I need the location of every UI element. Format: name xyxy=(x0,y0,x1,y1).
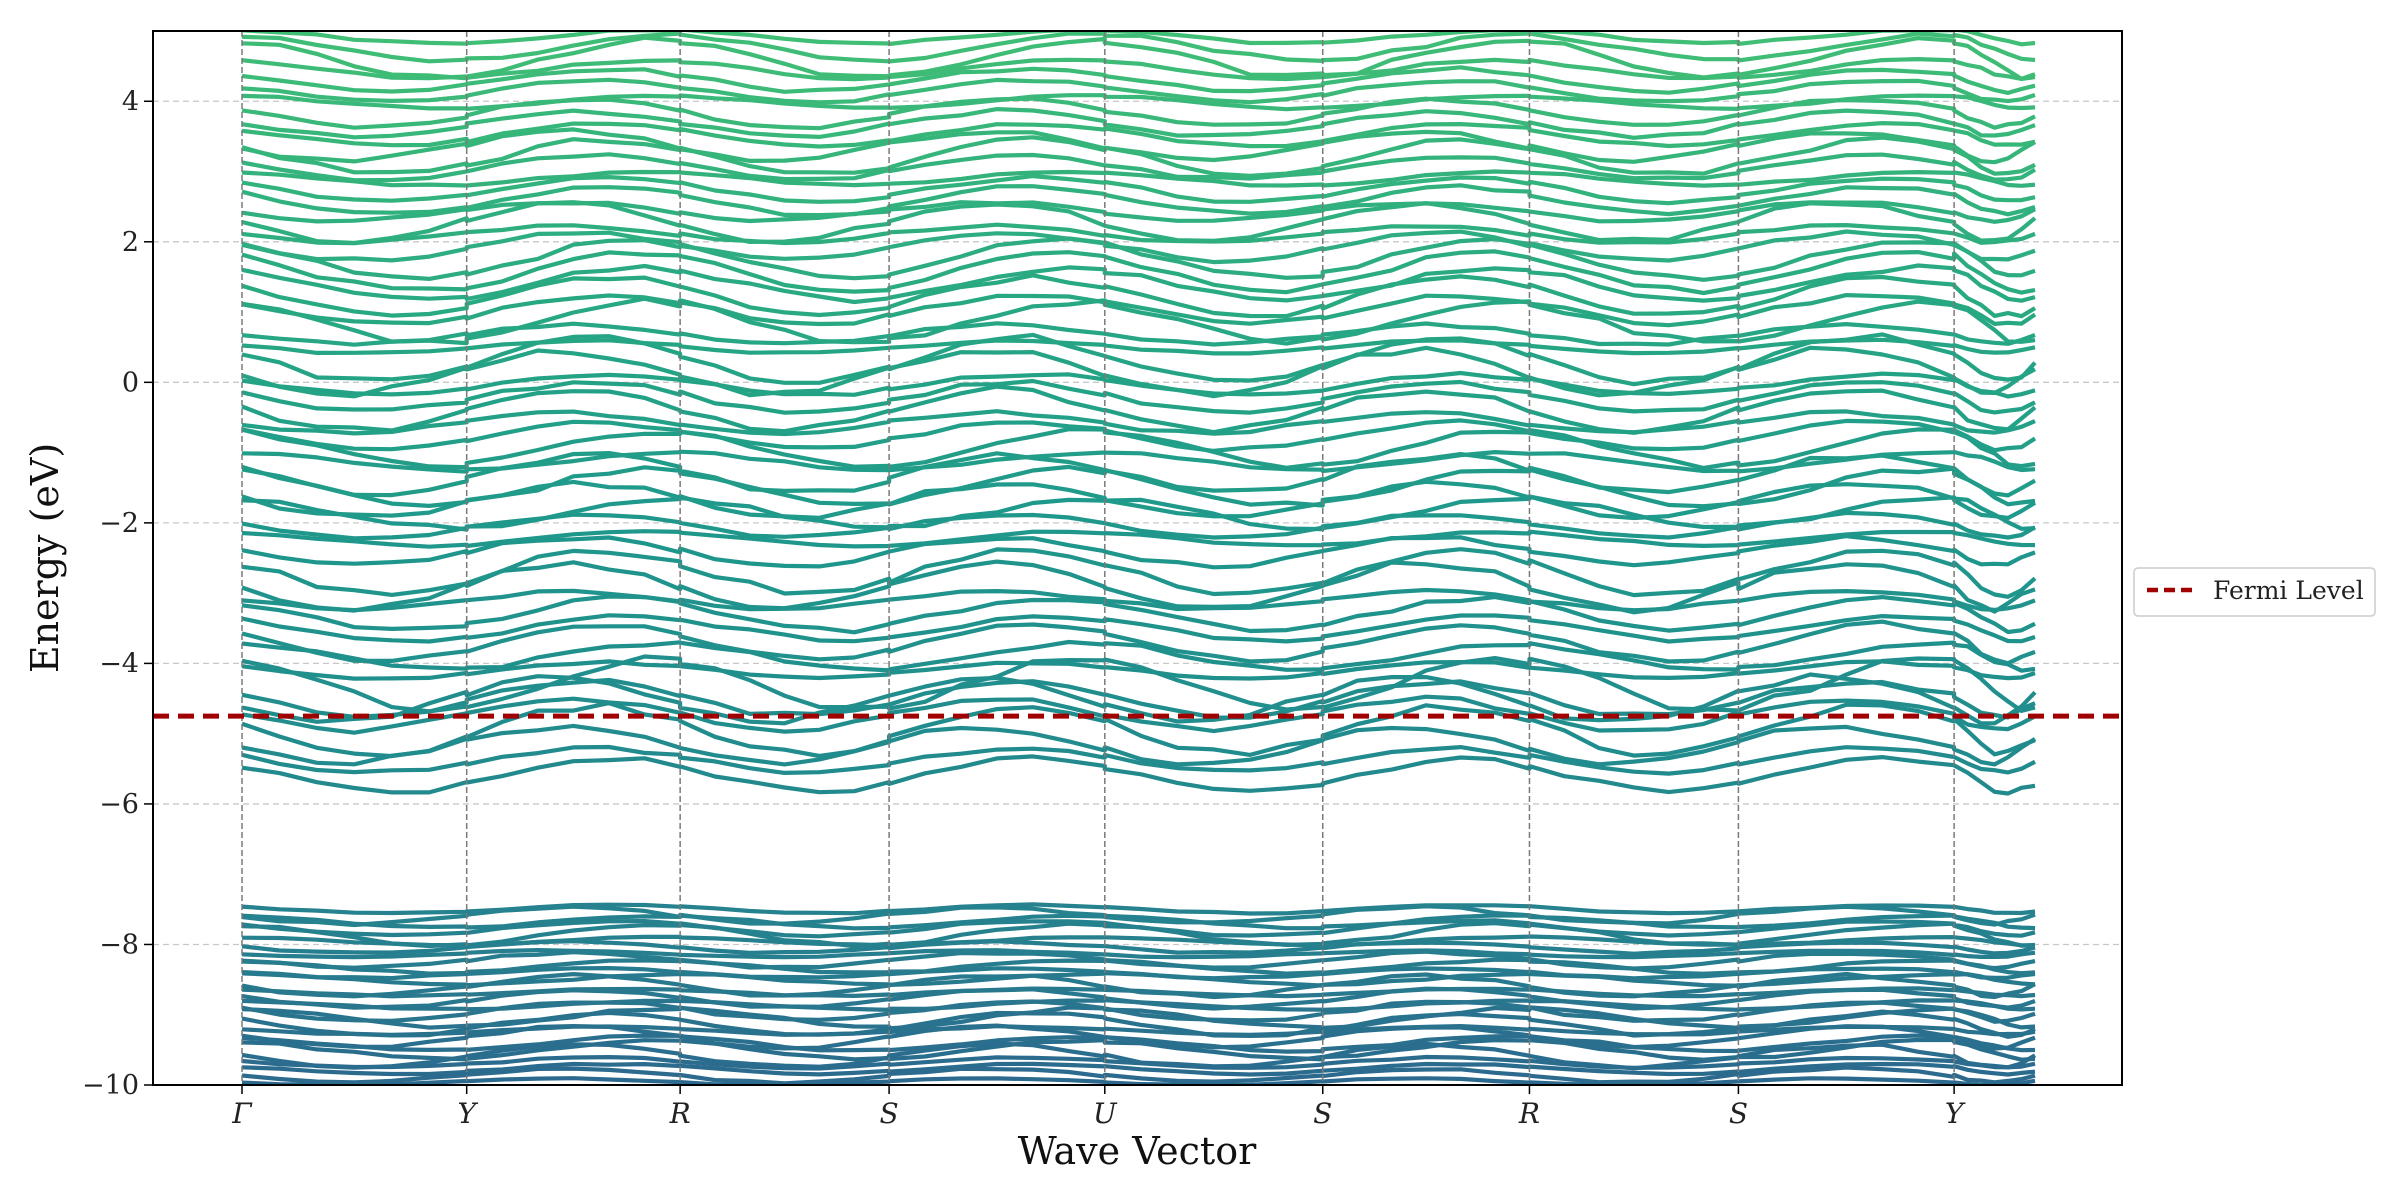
band-line xyxy=(241,106,2036,140)
band-line xyxy=(241,1037,2036,1062)
y-axis-title: Energy (eV) xyxy=(23,443,67,673)
band-line xyxy=(241,152,2037,183)
band-line xyxy=(241,613,2036,644)
band-line xyxy=(241,345,2036,399)
y-tick-label: 0 xyxy=(122,367,139,398)
band-line xyxy=(241,934,2036,948)
band-line xyxy=(241,418,2037,453)
band-line xyxy=(241,229,2036,265)
band-line xyxy=(241,464,2036,509)
y-tick-label: −8 xyxy=(99,929,139,960)
band-line xyxy=(241,65,2036,96)
x-tick-label: R xyxy=(1518,1097,1540,1130)
band-line xyxy=(241,1061,2036,1077)
y-tick-label: −4 xyxy=(99,648,139,679)
band-line xyxy=(241,451,2037,498)
y-tick-label: −10 xyxy=(82,1070,139,1101)
x-tick-label: S xyxy=(1313,1097,1332,1130)
band-line xyxy=(241,77,2036,105)
band-line xyxy=(241,337,2036,356)
band-line xyxy=(241,321,2036,347)
band-line xyxy=(241,479,2037,521)
band-line xyxy=(241,296,2036,346)
bands xyxy=(241,31,2037,1085)
band-line xyxy=(241,587,2036,613)
band-line xyxy=(241,169,2036,188)
band-line xyxy=(241,918,2036,939)
plot-frame xyxy=(152,30,2123,1086)
legend-label-fermi: Fermi Level xyxy=(2213,576,2364,605)
band-line xyxy=(241,754,2036,796)
band-line xyxy=(241,200,2037,246)
x-tick-label: R xyxy=(669,1097,691,1130)
band-line xyxy=(241,965,2036,981)
band-line xyxy=(241,921,2035,949)
band-line xyxy=(241,370,2036,399)
band-line xyxy=(241,31,2036,47)
band-line xyxy=(241,273,2037,319)
band-line xyxy=(241,200,2036,224)
kpoint-lines xyxy=(241,31,1955,1085)
x-axis-title: Wave Vector xyxy=(1018,1129,1257,1173)
band-line xyxy=(241,174,2036,206)
band-line xyxy=(241,120,2036,149)
band-line xyxy=(241,56,2036,82)
band-line xyxy=(241,533,2036,570)
band-line xyxy=(241,744,2036,776)
y-axis-ticks: −10 −8 −6 −4 −2 0 2 4 xyxy=(82,86,153,1101)
band-line xyxy=(241,559,2036,615)
x-tick-label: S xyxy=(880,1097,899,1130)
band-line xyxy=(241,378,2036,415)
band-line xyxy=(241,263,2036,305)
y-tick-label: 4 xyxy=(122,86,139,117)
legend: Fermi Level xyxy=(2133,567,2376,617)
band-line xyxy=(241,529,2036,549)
band-line xyxy=(241,654,2036,714)
legend-frame xyxy=(2133,567,2376,617)
band-line xyxy=(241,619,2036,666)
band-line xyxy=(241,293,2037,328)
band-line xyxy=(241,547,2037,599)
x-tick-label: Y xyxy=(457,1097,478,1130)
x-tick-label: S xyxy=(1729,1097,1748,1130)
y-tick-label: 2 xyxy=(122,227,139,258)
band-line xyxy=(241,183,2036,218)
band-line xyxy=(241,639,2036,673)
band-line xyxy=(241,449,2036,474)
band-line xyxy=(241,384,2037,435)
x-tick-label: Y xyxy=(1945,1097,1966,1130)
band-line xyxy=(241,35,2036,82)
band-line xyxy=(241,594,2036,635)
band-line xyxy=(241,997,2036,1013)
band-line xyxy=(241,127,2037,165)
y-tick-label: −6 xyxy=(99,789,139,820)
band-line xyxy=(241,494,2036,532)
band-line xyxy=(241,723,2037,767)
band-line xyxy=(241,93,2036,112)
x-tick-label: Γ xyxy=(231,1097,253,1130)
band-line xyxy=(241,135,2036,178)
band-line xyxy=(241,236,2036,282)
band-line xyxy=(241,31,2036,64)
band-line xyxy=(241,249,2036,296)
y-tick-label: −2 xyxy=(99,508,139,539)
band-line xyxy=(241,1065,2036,1085)
band-line xyxy=(241,659,2036,681)
band-line xyxy=(241,902,2036,916)
band-line xyxy=(241,986,2036,999)
band-line xyxy=(241,1076,2036,1085)
x-tick-label: U xyxy=(1093,1097,1118,1130)
band-line xyxy=(241,971,2036,1000)
band-line xyxy=(241,694,2036,735)
band-line xyxy=(241,947,2036,960)
band-line xyxy=(241,700,2036,759)
band-line xyxy=(241,96,2036,131)
